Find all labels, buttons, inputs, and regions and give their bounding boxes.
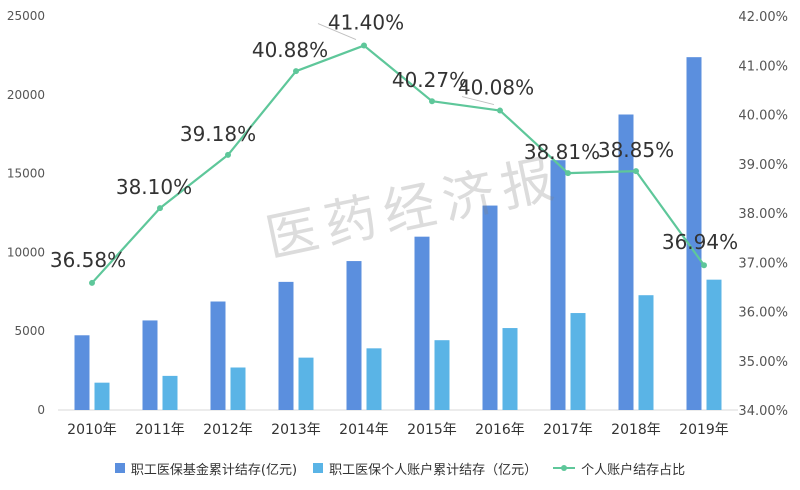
data-label-share: 39.18%	[180, 122, 256, 146]
y-left-tick-label: 0	[37, 403, 45, 417]
data-label-share: 36.94%	[662, 230, 738, 254]
data-label-share: 40.08%	[458, 76, 534, 100]
x-tick-label: 2016年	[475, 422, 525, 438]
x-tick-label: 2013年	[271, 422, 321, 438]
x-tick-label: 2019年	[679, 422, 729, 438]
bar-fund-balance	[142, 320, 158, 410]
y-right-tick-label: 38.00%	[738, 207, 788, 222]
y-left-tick-label: 20000	[7, 88, 45, 102]
x-tick-label: 2015年	[407, 422, 457, 438]
bar-fund-balance	[482, 205, 498, 410]
legend-item-share: 个人账户结存占比	[553, 459, 685, 478]
bar-personal-account	[162, 375, 178, 410]
legend-item-personal-account: 职工医保个人账户累计结存（亿元）	[313, 459, 537, 478]
x-tick-label: 2010年	[67, 422, 117, 438]
point-share	[497, 107, 503, 114]
point-share	[565, 170, 571, 177]
legend-swatch-share	[553, 462, 576, 474]
bar-personal-account	[570, 313, 586, 410]
x-tick-label: 2018年	[611, 422, 661, 438]
y-left-tick-label: 15000	[7, 167, 45, 181]
y-right-tick-label: 34.00%	[738, 404, 788, 419]
bar-personal-account	[94, 382, 110, 410]
point-share	[361, 42, 367, 49]
point-share	[225, 151, 231, 158]
y-right-tick-label: 42.00%	[738, 10, 788, 25]
bar-personal-account	[434, 340, 450, 410]
data-label-leader	[461, 96, 495, 106]
point-share	[633, 168, 639, 175]
point-share	[429, 98, 435, 105]
data-label-share: 40.88%	[252, 38, 328, 62]
line-share	[91, 44, 705, 284]
legend-item-fund-balance: 职工医保基金累计结存(亿元)	[114, 459, 298, 478]
data-label-share: 36.58%	[50, 248, 126, 272]
y-left-tick-label: 5000	[14, 324, 45, 338]
bar-personal-account	[706, 279, 722, 410]
bar-personal-account	[298, 357, 314, 410]
bar-fund-balance	[550, 160, 566, 410]
legend-swatch-fund-balance	[114, 463, 125, 473]
x-tick-label: 2012年	[203, 422, 253, 438]
point-share	[89, 279, 95, 286]
data-label-share: 41.40%	[328, 11, 404, 35]
bar-fund-balance	[414, 236, 430, 410]
y-left-tick-label: 25000	[7, 9, 45, 23]
point-share	[293, 68, 299, 75]
bar-personal-account	[638, 295, 654, 410]
data-label-leader	[317, 23, 357, 41]
point-share	[157, 205, 163, 212]
data-label-share: 38.10%	[116, 175, 192, 199]
y-right-tick-label: 39.00%	[738, 158, 788, 173]
y-right-tick-label: 37.00%	[738, 256, 788, 271]
bar-fund-balance	[74, 335, 90, 410]
y-right-tick-label: 36.00%	[738, 306, 788, 321]
data-label-share: 40.27%	[392, 68, 468, 92]
data-label-share: 38.81%	[524, 140, 600, 164]
bar-personal-account	[230, 367, 246, 410]
bar-fund-balance	[618, 114, 634, 410]
x-tick-label: 2017年	[543, 422, 593, 438]
bar-fund-balance	[210, 301, 226, 410]
legend: 职工医保基金累计结存(亿元) 职工医保个人账户累计结存（亿元） 个人账户结存占比	[0, 456, 800, 480]
x-tick-label: 2011年	[135, 422, 185, 438]
y-left-tick-label: 10000	[7, 245, 45, 259]
x-tick-label: 2014年	[339, 422, 389, 438]
bar-personal-account	[366, 348, 382, 410]
point-share	[701, 262, 707, 269]
legend-label-personal-account: 职工医保个人账户累计结存（亿元）	[329, 462, 538, 478]
y-right-tick-label: 40.00%	[738, 109, 788, 124]
bar-personal-account	[502, 328, 518, 410]
legend-label-fund-balance: 职工医保基金累计结存(亿元)	[130, 462, 298, 478]
data-label-share: 38.85%	[598, 138, 674, 162]
y-right-tick-label: 35.00%	[738, 355, 788, 370]
bar-fund-balance	[278, 281, 294, 410]
y-right-tick-label: 41.00%	[738, 59, 788, 74]
bar-fund-balance	[346, 261, 362, 410]
bar-fund-balance	[686, 57, 702, 410]
legend-label-share: 个人账户结存占比	[581, 462, 686, 478]
legend-swatch-personal-account	[313, 463, 324, 473]
